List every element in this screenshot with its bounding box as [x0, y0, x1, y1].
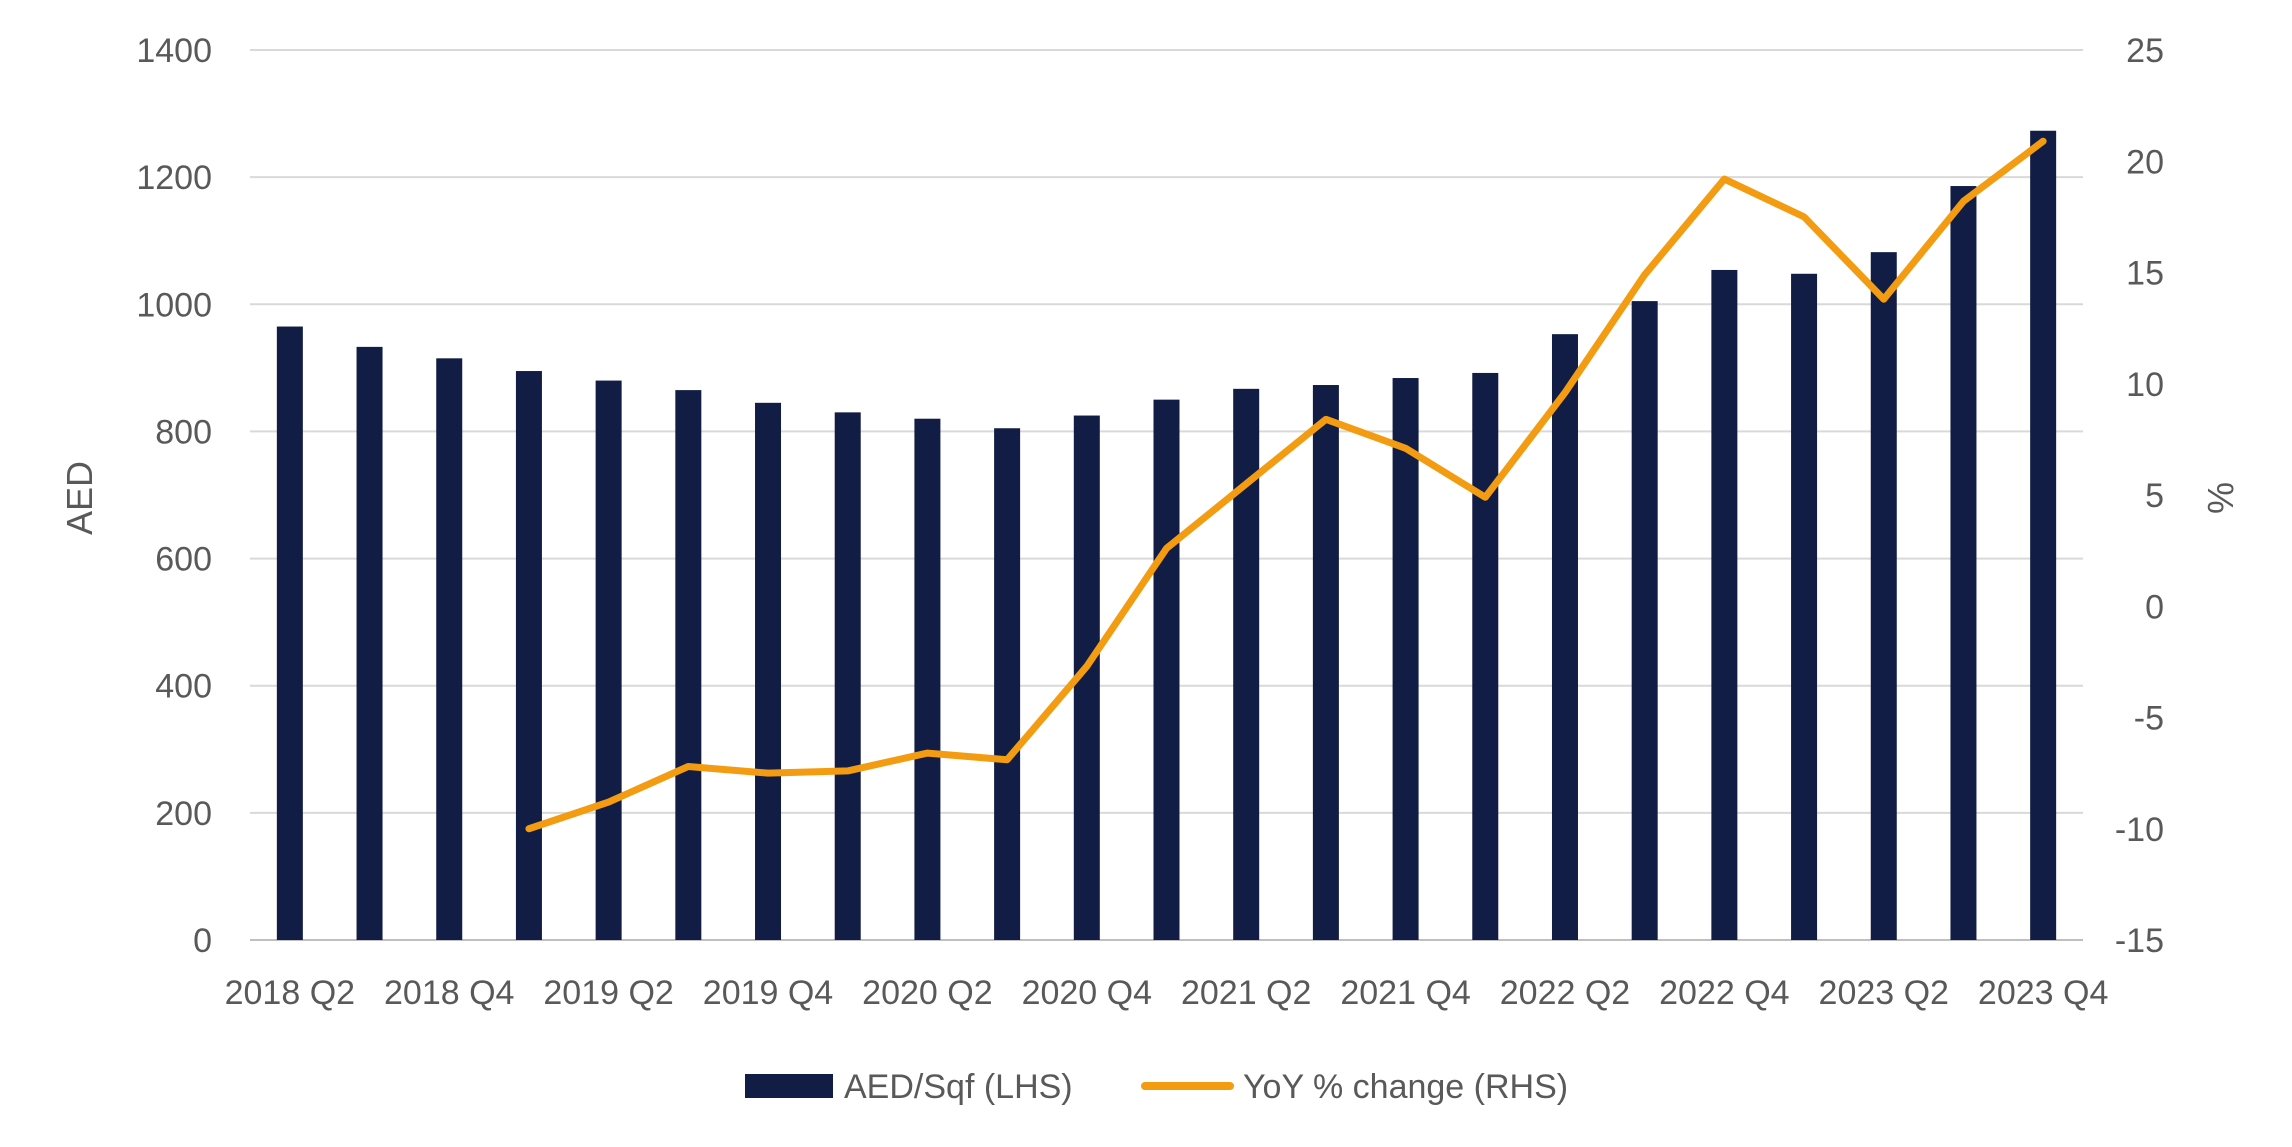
x-tick-label: 2021 Q4: [1340, 974, 1470, 1012]
left-tick-label: 0: [193, 922, 212, 960]
x-tick-label: 2023 Q2: [1819, 974, 1949, 1012]
left-tick-label: 1400: [136, 32, 212, 70]
bar-2019-q2: [595, 380, 622, 941]
bar-2023-q4: [2030, 130, 2057, 940]
x-tick-label: 2022 Q2: [1500, 974, 1630, 1012]
yoy-point-2021-q1: [1166, 547, 1167, 549]
bar-2023-q3: [1950, 186, 1977, 941]
bar-2022-q4: [1711, 269, 1738, 940]
left-axis-title: AED: [59, 461, 100, 535]
x-tick-label: 2019 Q4: [703, 974, 833, 1012]
yoy-point-2022-q2: [1564, 392, 1566, 394]
left-tick-label: 200: [155, 795, 212, 833]
bar-2023-q2: [1870, 252, 1897, 940]
left-tick-label: 800: [155, 413, 212, 451]
yoy-point-2023-q4: [2042, 140, 2044, 142]
yoy-point-2021-q2: [1245, 483, 1247, 485]
bar-2020-q1: [834, 412, 861, 940]
yoy-point-2022-q1: [1484, 496, 1486, 498]
left-tick-label: 1000: [136, 286, 212, 324]
bar-2021-q3: [1312, 385, 1339, 940]
x-tick-label: 2021 Q2: [1181, 974, 1311, 1012]
yoy-point-2022-q4: [1723, 178, 1725, 180]
bar-2018-q2: [276, 326, 303, 940]
left-y-axis: 0 200 400 600 800 1000 1200 1400: [136, 32, 212, 960]
bar-2019-q1: [515, 371, 542, 940]
bar-2018-q4: [436, 358, 463, 941]
yoy-point-2019-q4: [767, 772, 769, 774]
bar-2022-q1: [1472, 372, 1499, 940]
yoy-point-2020-q4: [1086, 665, 1088, 667]
legend: AED/Sqf (LHS) YoY % change (RHS): [745, 1068, 1568, 1106]
x-tick-label: 2023 Q4: [1978, 974, 2108, 1012]
right-y-axis: -15 -10 -5 0 5 10 15 20 25: [2115, 32, 2164, 960]
x-tick-label: 2019 Q2: [543, 974, 673, 1012]
bar-2019-q3: [675, 390, 702, 940]
bar-2020-q2: [914, 418, 941, 940]
left-tick-label: 1200: [136, 159, 212, 197]
yoy-point-2020-q1: [847, 770, 849, 772]
yoy-point-2020-q3: [1006, 759, 1008, 761]
right-tick-label: 15: [2126, 255, 2164, 293]
legend-label-line: YoY % change (RHS): [1243, 1068, 1568, 1106]
line-series: [525, 137, 2047, 833]
yoy-point-2021-q3: [1325, 418, 1327, 420]
yoy-point-2023-q1: [1803, 216, 1805, 218]
x-axis: 2018 Q2 2018 Q4 2019 Q2 2019 Q4 2020 Q2 2020 …: [225, 974, 2109, 1012]
right-tick-label: -10: [2115, 811, 2164, 849]
bar-2021-q4: [1392, 378, 1419, 940]
left-tick-label: 400: [155, 668, 212, 706]
x-tick-label: 2020 Q2: [862, 974, 992, 1012]
right-tick-label: -15: [2115, 922, 2164, 960]
right-tick-label: 10: [2126, 366, 2164, 404]
yoy-point-2019-q3: [687, 765, 689, 767]
bar-2021-q2: [1233, 388, 1260, 941]
bar-2022-q2: [1551, 334, 1578, 940]
right-tick-label: -5: [2134, 700, 2164, 738]
right-tick-label: 25: [2126, 32, 2164, 70]
bar-2019-q4: [755, 402, 782, 941]
bar-2018-q3: [356, 346, 383, 941]
yoy-point-2023-q3: [1962, 200, 1964, 202]
legend-swatch-bar: [745, 1074, 833, 1098]
bar-2022-q3: [1631, 301, 1658, 940]
x-tick-label: 2018 Q4: [384, 974, 514, 1012]
left-tick-label: 600: [155, 541, 212, 579]
bar-2021-q1: [1153, 399, 1180, 941]
x-tick-label: 2020 Q4: [1022, 974, 1152, 1012]
bar-series: [276, 130, 2057, 941]
right-axis-title: %: [2200, 482, 2241, 514]
bar-2023-q1: [1791, 273, 1818, 940]
yoy-point-2021-q4: [1405, 447, 1407, 449]
yoy-point-2022-q3: [1644, 274, 1646, 276]
yoy-line: [525, 137, 2047, 833]
yoy-point-2023-q2: [1883, 298, 1885, 300]
yoy-point-2019-q1: [528, 828, 530, 830]
yoy-point-2020-q2: [926, 752, 928, 754]
x-tick-label: 2018 Q2: [225, 974, 355, 1012]
right-tick-label: 5: [2145, 477, 2164, 515]
x-tick-label: 2022 Q4: [1659, 974, 1789, 1012]
legend-label-bar: AED/Sqf (LHS): [844, 1068, 1073, 1106]
right-tick-label: 20: [2126, 143, 2164, 181]
bar-2020-q3: [994, 428, 1021, 940]
yoy-point-2019-q2: [608, 801, 610, 803]
right-tick-label: 0: [2145, 588, 2164, 626]
